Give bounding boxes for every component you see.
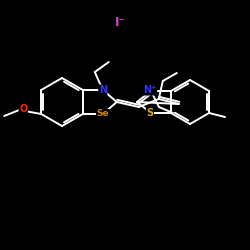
Text: S: S (146, 108, 154, 118)
Text: Se: Se (96, 110, 109, 118)
Text: O: O (19, 104, 27, 114)
Text: I⁻: I⁻ (114, 16, 126, 28)
Text: N⁺: N⁺ (143, 85, 157, 95)
Text: N: N (99, 85, 107, 95)
